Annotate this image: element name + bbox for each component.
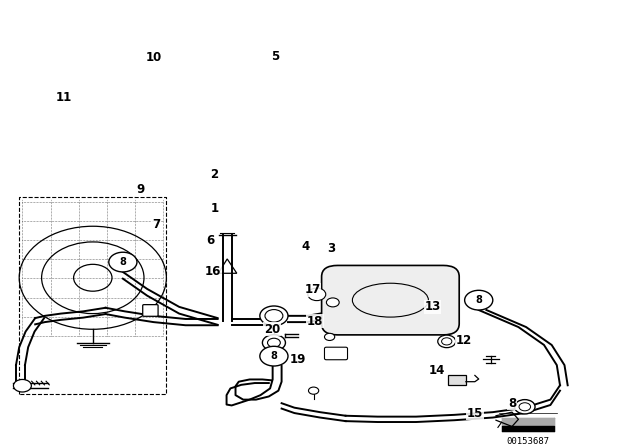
Circle shape xyxy=(326,298,339,307)
Text: 2: 2 xyxy=(211,168,218,181)
Text: 12: 12 xyxy=(456,334,472,347)
Text: 18: 18 xyxy=(307,314,323,328)
Circle shape xyxy=(438,335,456,348)
Circle shape xyxy=(308,288,326,301)
Text: 6: 6 xyxy=(206,234,214,247)
FancyBboxPatch shape xyxy=(321,265,460,335)
Text: 8: 8 xyxy=(120,257,126,267)
Text: 7: 7 xyxy=(152,217,160,231)
Circle shape xyxy=(324,333,335,340)
Text: 3: 3 xyxy=(328,242,335,255)
Text: 11: 11 xyxy=(56,91,72,104)
Text: 8: 8 xyxy=(271,351,277,361)
Text: 9: 9 xyxy=(137,183,145,197)
Circle shape xyxy=(308,387,319,394)
Text: 19: 19 xyxy=(289,353,306,366)
Circle shape xyxy=(13,379,31,392)
Text: 00153687: 00153687 xyxy=(506,437,550,446)
Circle shape xyxy=(465,290,493,310)
FancyBboxPatch shape xyxy=(324,347,348,360)
Text: 4: 4 xyxy=(302,240,310,253)
Text: 15: 15 xyxy=(467,406,483,420)
Text: 8: 8 xyxy=(476,295,482,305)
Circle shape xyxy=(109,252,137,272)
Circle shape xyxy=(262,335,285,351)
FancyBboxPatch shape xyxy=(143,305,158,316)
Text: 20: 20 xyxy=(264,323,280,336)
Circle shape xyxy=(260,346,288,366)
Text: 10: 10 xyxy=(145,51,162,64)
Text: 13: 13 xyxy=(424,300,441,314)
Circle shape xyxy=(260,306,288,326)
Circle shape xyxy=(515,400,535,414)
Text: 17: 17 xyxy=(304,283,321,297)
Text: 8: 8 xyxy=(508,396,516,410)
Polygon shape xyxy=(448,375,466,385)
Text: 14: 14 xyxy=(428,364,445,377)
Text: 1: 1 xyxy=(211,202,218,215)
Text: 5: 5 xyxy=(271,49,279,63)
Text: 16: 16 xyxy=(205,265,221,279)
